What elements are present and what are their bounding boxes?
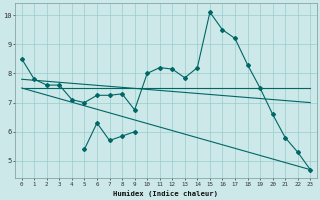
X-axis label: Humidex (Indice chaleur): Humidex (Indice chaleur) (114, 190, 219, 197)
